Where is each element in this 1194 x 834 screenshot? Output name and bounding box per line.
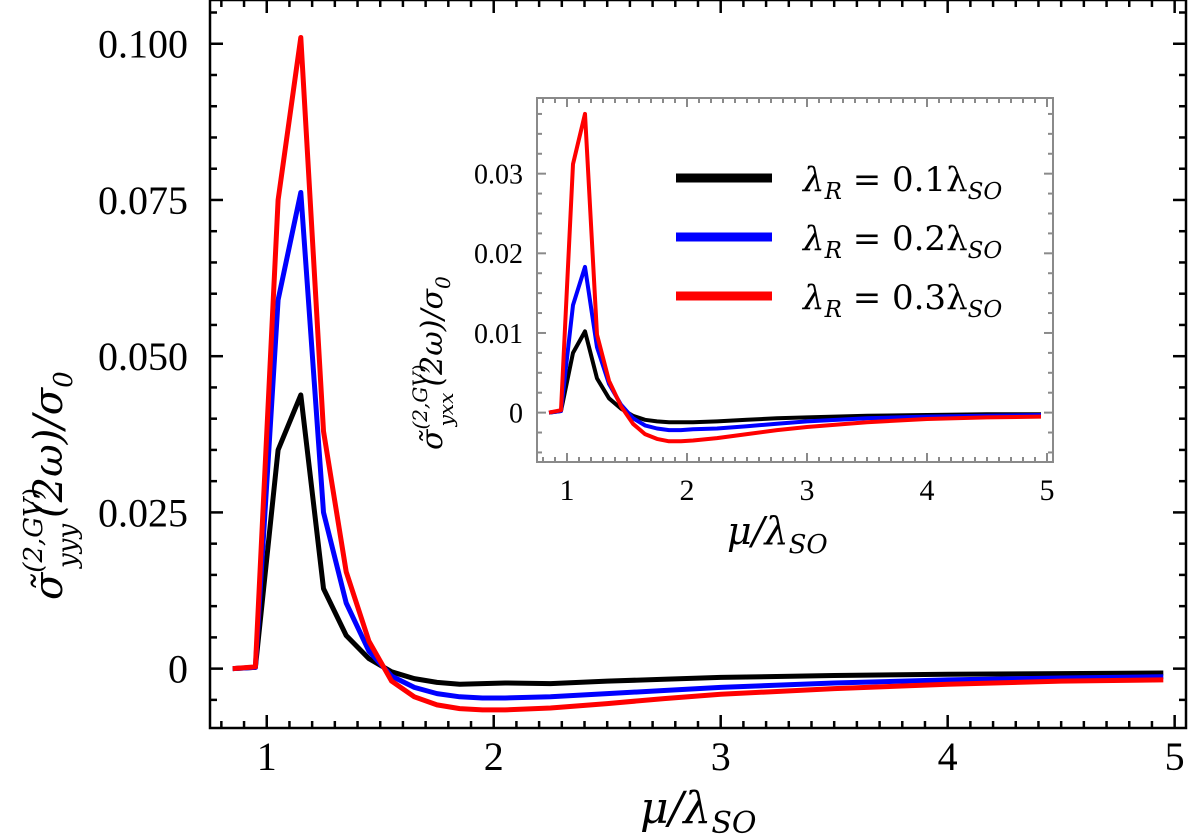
inset-series-line-2 bbox=[548, 111, 1042, 444]
legend-label-0: λR = 0.1λSO bbox=[801, 160, 1002, 205]
legend-entry-2: λR = 0.3λSO bbox=[676, 278, 1002, 323]
inset-x-tick-label: 1 bbox=[560, 474, 575, 507]
inset-x-tick-label: 3 bbox=[800, 474, 815, 507]
main-y-tick-label: 0.075 bbox=[98, 178, 188, 223]
legend-entry-1: λR = 0.2λSO bbox=[676, 219, 1002, 264]
inset-y-axis-label: σ̃(2,GV) yxx(2ω)/σ0 bbox=[408, 276, 458, 450]
main-x-tick-label: 2 bbox=[484, 734, 504, 779]
inset-x-axis-label: μ/λSO bbox=[727, 509, 828, 560]
inset-x-tick-label: 2 bbox=[680, 474, 695, 507]
legend-label-2: λR = 0.3λSO bbox=[801, 278, 1002, 323]
main-series bbox=[232, 35, 1164, 713]
main-x-axis-label: μ/λSO bbox=[640, 783, 756, 834]
inset-ticks: 1 2 3 4 5 0 0.01 0.02 0.03 bbox=[474, 98, 1055, 507]
main-series-line-2 bbox=[232, 35, 1164, 713]
legend-entry-0: λR = 0.1λSO bbox=[676, 160, 1002, 205]
inset-y-tick-label: 0.01 bbox=[474, 319, 523, 350]
inset-y-tick-label: 0.03 bbox=[474, 159, 523, 190]
legend: λR = 0.1λSO λR = 0.2λSO λR = 0.3λSO bbox=[676, 160, 1002, 323]
main-x-tick-label: 4 bbox=[938, 734, 958, 779]
main-y-tick-label: 0.100 bbox=[98, 22, 188, 67]
inset-x-tick-label: 5 bbox=[1040, 474, 1055, 507]
inset-x-tick-label: 4 bbox=[920, 474, 935, 507]
inset-plot-frame bbox=[536, 97, 1054, 463]
main-series-line-0 bbox=[232, 392, 1164, 687]
svg-text:σ̃(2,GV)yyy(2ω)/σ0: σ̃(2,GV) yyy(2ω)/σ0 bbox=[19, 371, 83, 600]
main-series-line-1 bbox=[232, 190, 1164, 701]
svg-text:σ̃(2,GV)yxx(2ω)/σ0: σ̃(2,GV) yxx(2ω)/σ0 bbox=[408, 276, 458, 450]
inset-series-line-1 bbox=[548, 264, 1042, 433]
main-x-tick-label: 5 bbox=[1165, 734, 1185, 779]
inset-y-tick-label: 0.02 bbox=[474, 239, 523, 270]
main-x-tick-label: 3 bbox=[711, 734, 731, 779]
main-y-tick-label: 0.025 bbox=[98, 490, 188, 535]
main-x-tick-label: 1 bbox=[257, 734, 277, 779]
inset-series bbox=[548, 111, 1042, 444]
main-y-tick-label: 0 bbox=[168, 647, 188, 692]
main-y-tick-label: 0.050 bbox=[98, 334, 188, 379]
inset-y-tick-label: 0 bbox=[509, 398, 523, 429]
inset-plot: 1 2 3 4 5 0 0.01 0.02 0.03 μ/λSO σ̃(2,GV) yxx(2ω)… bbox=[408, 97, 1055, 560]
legend-label-1: λR = 0.2λSO bbox=[801, 219, 1002, 264]
main-y-axis-label: σ̃(2,GV) yyy(2ω)/σ0 bbox=[19, 371, 83, 600]
inset-series-line-0 bbox=[548, 329, 1041, 425]
